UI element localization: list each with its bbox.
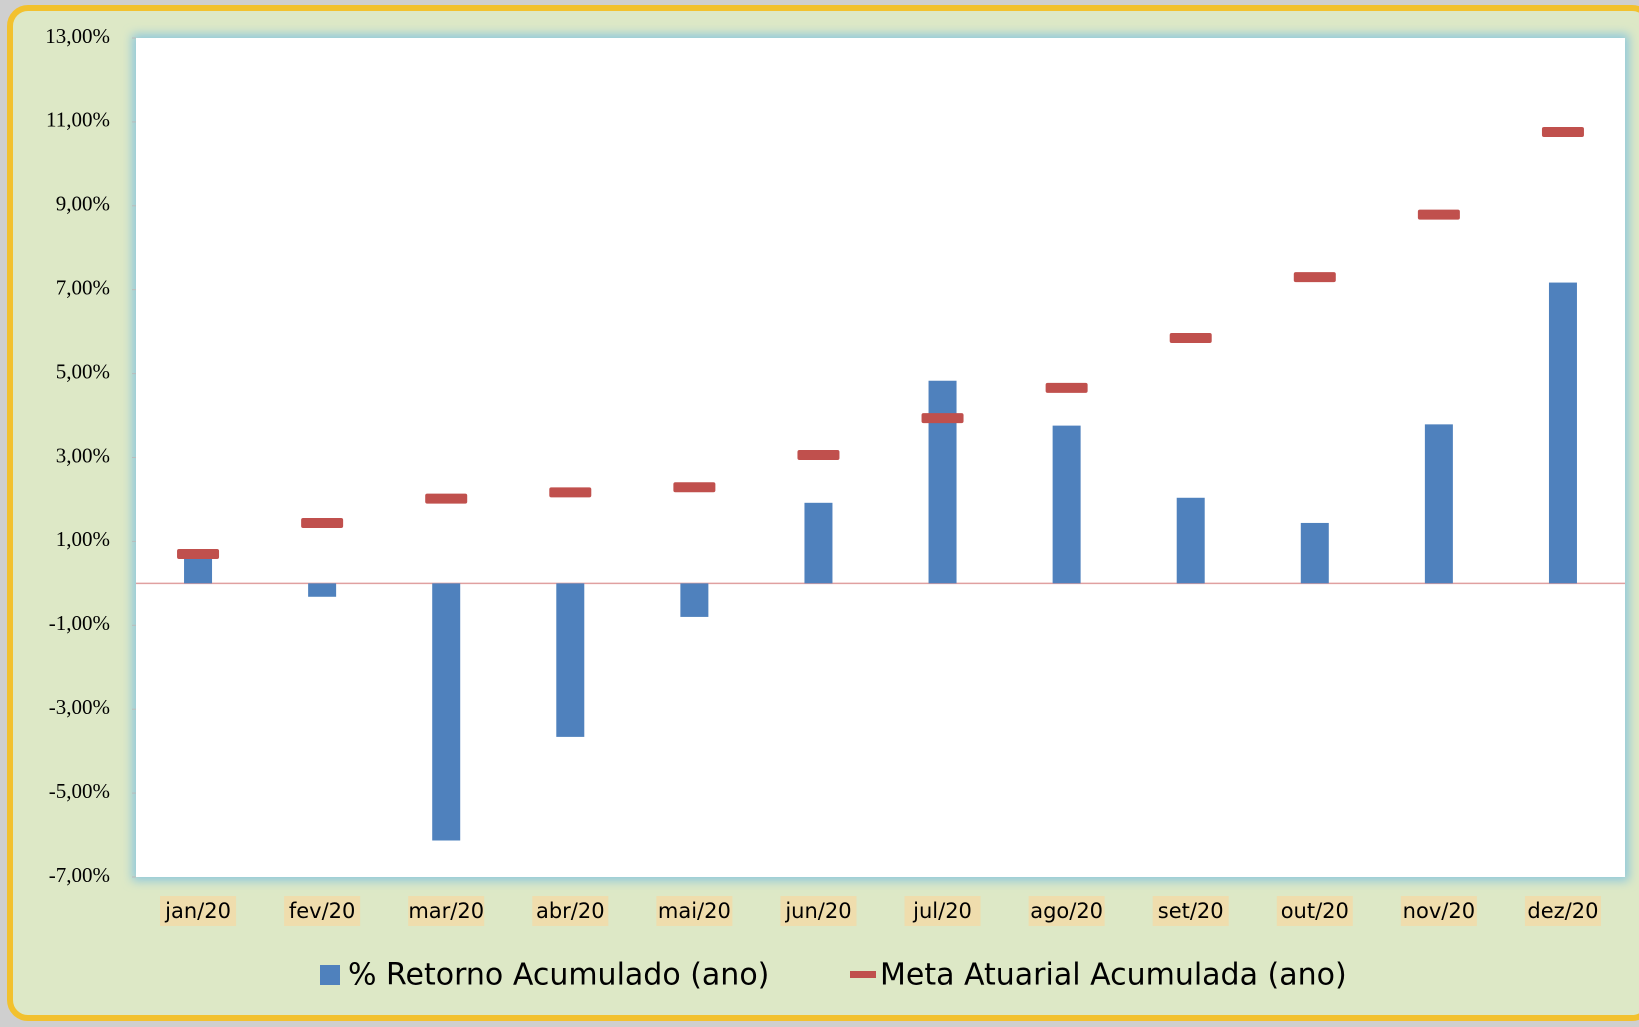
legend-swatch xyxy=(320,965,340,985)
y-tick-label: 13,00% xyxy=(45,24,110,48)
y-tick-label: 3,00% xyxy=(56,443,110,467)
marker xyxy=(1541,126,1584,137)
bar xyxy=(1548,282,1577,584)
x-tick-highlight xyxy=(408,896,485,926)
y-tick-label: 9,00% xyxy=(56,192,110,216)
x-tick-label: abr/20 xyxy=(536,899,605,923)
x-tick-label: mai/20 xyxy=(658,899,731,923)
marker xyxy=(1293,272,1336,283)
x-tick-highlight xyxy=(1028,896,1105,926)
x-tick-highlight xyxy=(1400,896,1477,926)
bar xyxy=(1052,425,1081,584)
y-tick-label: 11,00% xyxy=(46,108,110,132)
marker xyxy=(1417,209,1460,220)
bar xyxy=(432,583,461,841)
bar xyxy=(184,558,213,584)
bar xyxy=(680,583,709,617)
marker xyxy=(673,482,716,493)
marker xyxy=(549,487,592,498)
bar xyxy=(1300,522,1329,584)
x-tick-label: nov/20 xyxy=(1403,899,1475,923)
marker xyxy=(425,493,468,504)
x-tick-highlight xyxy=(1152,896,1229,926)
y-tick-label: -5,00% xyxy=(49,779,110,803)
bar xyxy=(1176,497,1205,584)
x-tick-label: ago/20 xyxy=(1030,899,1103,923)
marker xyxy=(301,517,344,528)
marker xyxy=(1169,332,1212,343)
bar xyxy=(804,502,833,584)
x-tick-highlight xyxy=(904,896,981,926)
bar xyxy=(308,583,337,597)
marker xyxy=(1045,382,1088,393)
x-tick-highlight xyxy=(160,896,237,926)
legend-label: Meta Atuarial Acumulada (ano) xyxy=(880,958,1347,993)
x-tick-label: mar/20 xyxy=(408,899,484,923)
x-tick-highlight xyxy=(656,896,733,926)
bar xyxy=(928,380,957,584)
x-tick-label: jul/20 xyxy=(912,899,972,923)
y-tick-label: 5,00% xyxy=(56,359,110,383)
y-tick-label: 1,00% xyxy=(56,527,110,551)
y-tick-label: 7,00% xyxy=(56,276,110,300)
legend-swatch xyxy=(850,971,876,978)
y-tick-label: -3,00% xyxy=(49,695,110,719)
x-tick-highlight xyxy=(532,896,609,926)
marker xyxy=(177,548,220,559)
y-tick-label: -7,00% xyxy=(49,863,110,887)
x-tick-label: jun/20 xyxy=(784,899,851,923)
legend-label: % Retorno Acumulado (ano) xyxy=(348,958,769,993)
x-tick-highlight xyxy=(1276,896,1353,926)
y-tick-label: -1,00% xyxy=(49,611,110,635)
x-tick-label: jan/20 xyxy=(164,899,231,923)
x-tick-highlight xyxy=(284,896,361,926)
x-tick-label: out/20 xyxy=(1281,899,1349,923)
x-tick-label: fev/20 xyxy=(289,899,356,923)
marker xyxy=(797,449,840,460)
bar xyxy=(1424,424,1453,584)
x-tick-label: set/20 xyxy=(1158,899,1224,923)
x-tick-highlight xyxy=(780,896,857,926)
bar xyxy=(556,583,585,737)
marker xyxy=(921,413,964,424)
x-tick-label: dez/20 xyxy=(1527,899,1598,923)
x-tick-highlight xyxy=(1524,896,1601,926)
plot-area xyxy=(136,38,1625,877)
